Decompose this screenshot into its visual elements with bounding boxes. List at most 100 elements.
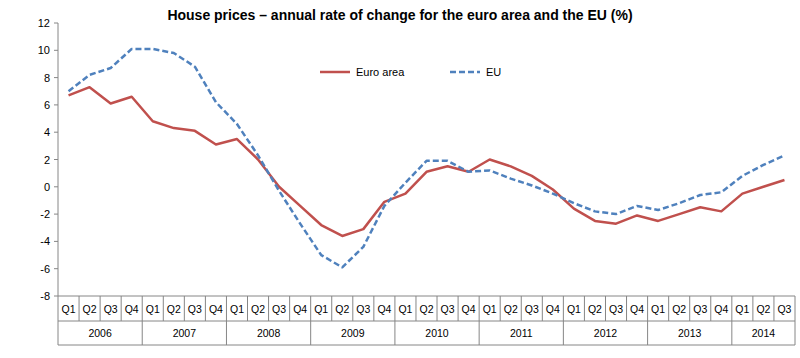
x-tick <box>247 296 248 321</box>
x-tick <box>795 296 796 345</box>
x-tick-label: Q2 <box>419 303 433 315</box>
x-tick <box>289 296 290 321</box>
x-group-label: 2014 <box>752 327 776 339</box>
x-tick <box>458 296 459 321</box>
y-tick <box>54 241 58 242</box>
x-tick-label: Q2 <box>83 303 97 315</box>
y-tick-label: -6 <box>40 263 50 275</box>
x-axis-divider <box>58 321 795 322</box>
x-tick <box>710 296 711 321</box>
x-tick-label: Q1 <box>398 303 412 315</box>
x-tick <box>184 296 185 321</box>
x-tick <box>373 296 374 321</box>
y-tick-label: 0 <box>44 181 50 193</box>
x-tick <box>58 296 59 345</box>
x-group-label: 2011 <box>510 327 533 339</box>
x-tick-label: Q1 <box>567 303 581 315</box>
x-tick-label: Q4 <box>209 303 223 315</box>
x-tick <box>226 296 227 345</box>
x-group-label: 2008 <box>257 327 281 339</box>
x-tick <box>563 296 564 345</box>
y-tick-label: -2 <box>40 208 50 220</box>
x-tick <box>437 296 438 321</box>
x-group-label: 2006 <box>88 327 112 339</box>
y-tick <box>54 50 58 51</box>
x-tick <box>479 296 480 345</box>
x-tick-label: Q3 <box>356 303 370 315</box>
x-tick-label: Q4 <box>462 303 476 315</box>
x-tick-label: Q4 <box>293 303 307 315</box>
x-tick <box>352 296 353 321</box>
x-tick <box>205 296 206 321</box>
x-tick <box>415 296 416 321</box>
y-tick <box>54 77 58 78</box>
x-group-label: 2007 <box>173 327 197 339</box>
y-tick <box>54 159 58 160</box>
x-tick-label: Q4 <box>377 303 391 315</box>
plot-area <box>69 49 785 267</box>
x-tick-label: Q2 <box>756 303 770 315</box>
x-tick-label: Q3 <box>609 303 623 315</box>
chart: House prices – annual rate of change for… <box>0 0 800 358</box>
x-group-label: 2010 <box>425 327 449 339</box>
y-tick <box>54 296 58 297</box>
legend-label: Euro area <box>356 66 405 78</box>
x-tick <box>142 296 143 345</box>
x-tick-label: Q2 <box>504 303 518 315</box>
x-tick-label: Q4 <box>125 303 139 315</box>
x-tick-label: Q1 <box>651 303 665 315</box>
x-tick-label: Q3 <box>441 303 455 315</box>
x-tick <box>521 296 522 321</box>
x-tick <box>668 296 669 321</box>
y-tick <box>54 214 58 215</box>
x-tick-label: Q3 <box>188 303 202 315</box>
x-tick <box>79 296 80 321</box>
y-tick-label: 6 <box>44 99 50 111</box>
x-tick-label: Q1 <box>146 303 160 315</box>
x-tick-label: Q2 <box>167 303 181 315</box>
y-tick <box>54 104 58 105</box>
x-tick-label: Q4 <box>546 303 560 315</box>
y-tick <box>54 268 58 269</box>
y-tick-label: 8 <box>44 72 50 84</box>
series-line <box>69 49 785 267</box>
y-tick-label: 4 <box>44 126 50 138</box>
legend-label: EU <box>486 66 501 78</box>
y-tick-label: 12 <box>38 17 50 29</box>
x-tick-label: Q1 <box>314 303 328 315</box>
x-tick <box>647 296 648 345</box>
x-tick <box>121 296 122 321</box>
x-tick-label: Q1 <box>483 303 497 315</box>
y-tick <box>54 186 58 187</box>
x-tick <box>731 296 732 345</box>
x-tick-label: Q1 <box>230 303 244 315</box>
x-tick <box>163 296 164 321</box>
y-tick <box>54 23 58 24</box>
x-tick-label: Q3 <box>693 303 707 315</box>
y-tick-label: -4 <box>40 235 50 247</box>
y-tick <box>54 132 58 133</box>
x-tick <box>584 296 585 321</box>
x-tick <box>773 296 774 321</box>
x-axis <box>58 296 795 297</box>
x-tick-label: Q2 <box>335 303 349 315</box>
x-tick-label: Q3 <box>272 303 286 315</box>
x-tick <box>310 296 311 345</box>
x-tick <box>542 296 543 321</box>
x-group-label: 2012 <box>594 327 618 339</box>
y-tick-label: 2 <box>44 154 50 166</box>
x-tick <box>500 296 501 321</box>
x-tick-label: Q4 <box>714 303 728 315</box>
x-tick-label: Q1 <box>62 303 76 315</box>
x-group-label: 2009 <box>341 327 365 339</box>
x-tick-label: Q3 <box>104 303 118 315</box>
x-tick <box>752 296 753 321</box>
title: House prices – annual rate of change for… <box>167 7 632 23</box>
x-tick <box>394 296 395 345</box>
x-tick <box>331 296 332 321</box>
x-tick-label: Q2 <box>672 303 686 315</box>
x-tick <box>268 296 269 321</box>
x-tick-label: Q4 <box>630 303 644 315</box>
x-group-label: 2013 <box>678 327 702 339</box>
x-tick-label: Q1 <box>735 303 749 315</box>
